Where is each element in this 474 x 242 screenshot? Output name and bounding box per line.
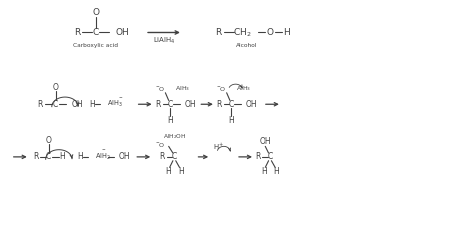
Text: OH: OH <box>118 152 130 161</box>
Text: C: C <box>172 152 177 161</box>
Text: R: R <box>33 152 38 161</box>
Text: H: H <box>261 167 267 176</box>
Text: OH: OH <box>116 28 130 37</box>
Text: AlH$_3$: AlH$_3$ <box>236 84 251 93</box>
Text: R: R <box>215 28 221 37</box>
Text: R: R <box>73 28 80 37</box>
Text: H: H <box>59 152 64 161</box>
Text: C: C <box>229 100 234 109</box>
Text: OH: OH <box>259 137 271 146</box>
Text: $^{-}$O: $^{-}$O <box>155 85 165 93</box>
Text: $^{-}$O: $^{-}$O <box>155 141 165 149</box>
Text: R: R <box>155 100 161 109</box>
Text: OH: OH <box>184 100 196 109</box>
Text: H: H <box>167 115 173 125</box>
Text: CH$_2$: CH$_2$ <box>233 26 252 39</box>
Text: H: H <box>283 28 290 37</box>
Text: R: R <box>160 152 165 161</box>
Text: R: R <box>217 100 222 109</box>
Text: C: C <box>167 100 173 109</box>
Text: OH: OH <box>246 100 257 109</box>
Text: C: C <box>46 152 51 161</box>
Text: H: H <box>77 152 83 161</box>
Text: H: H <box>89 100 95 109</box>
Text: R: R <box>37 100 43 109</box>
Text: C: C <box>53 100 58 109</box>
Text: Alcohol: Alcohol <box>236 43 257 48</box>
Text: AlH$_2$: AlH$_2$ <box>95 152 111 162</box>
Text: O: O <box>53 83 58 92</box>
Text: H: H <box>228 115 234 125</box>
Text: O: O <box>92 8 99 17</box>
Text: AlH$_3$: AlH$_3$ <box>108 99 123 109</box>
Text: AlH$_2$OH: AlH$_2$OH <box>163 132 186 141</box>
Text: H: H <box>165 167 171 176</box>
Text: H$^{+}$: H$^{+}$ <box>213 142 224 152</box>
Text: Carboxylic acid: Carboxylic acid <box>73 43 118 48</box>
Text: $^{-}$: $^{-}$ <box>118 96 124 100</box>
Text: R: R <box>255 152 261 161</box>
Text: LiAlH$_4$: LiAlH$_4$ <box>153 36 175 46</box>
Text: H: H <box>273 167 280 176</box>
Text: OH: OH <box>72 100 84 109</box>
Text: H: H <box>178 167 184 176</box>
Text: C: C <box>92 28 99 37</box>
Text: C: C <box>267 152 273 161</box>
Text: O: O <box>266 28 273 37</box>
Text: $^{-}$O: $^{-}$O <box>216 85 227 93</box>
Text: O: O <box>46 136 52 145</box>
Text: AlH$_3$: AlH$_3$ <box>175 84 190 93</box>
Text: $^{-}$: $^{-}$ <box>101 148 107 153</box>
